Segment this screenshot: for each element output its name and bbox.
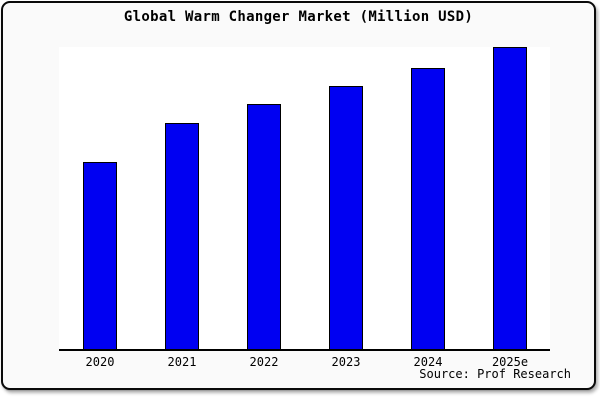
x-label-2020: 2020 <box>85 355 115 369</box>
bar-2024 <box>411 68 445 349</box>
chart-canvas: Global Warm Changer Market (Million USD)… <box>1 1 596 390</box>
bars-container <box>59 47 550 349</box>
x-label-2022: 2022 <box>249 355 279 369</box>
x-axis-labels: 2020 2021 2022 2023 2024 2025e <box>59 355 550 369</box>
chart-title: Global Warm Changer Market (Million USD) <box>123 9 474 25</box>
x-label-2024: 2024 <box>413 355 443 369</box>
bar-2025e <box>493 47 527 349</box>
x-label-2023: 2023 <box>331 355 361 369</box>
bar-2023 <box>329 86 363 349</box>
bar-2022 <box>247 104 281 349</box>
bar-2020 <box>83 161 117 349</box>
x-label-2021: 2021 <box>167 355 197 369</box>
plot-area <box>59 47 550 351</box>
x-label-2025e: 2025e <box>491 355 529 369</box>
source-label: Source: Prof Research <box>419 367 571 381</box>
bar-2021 <box>165 122 199 349</box>
